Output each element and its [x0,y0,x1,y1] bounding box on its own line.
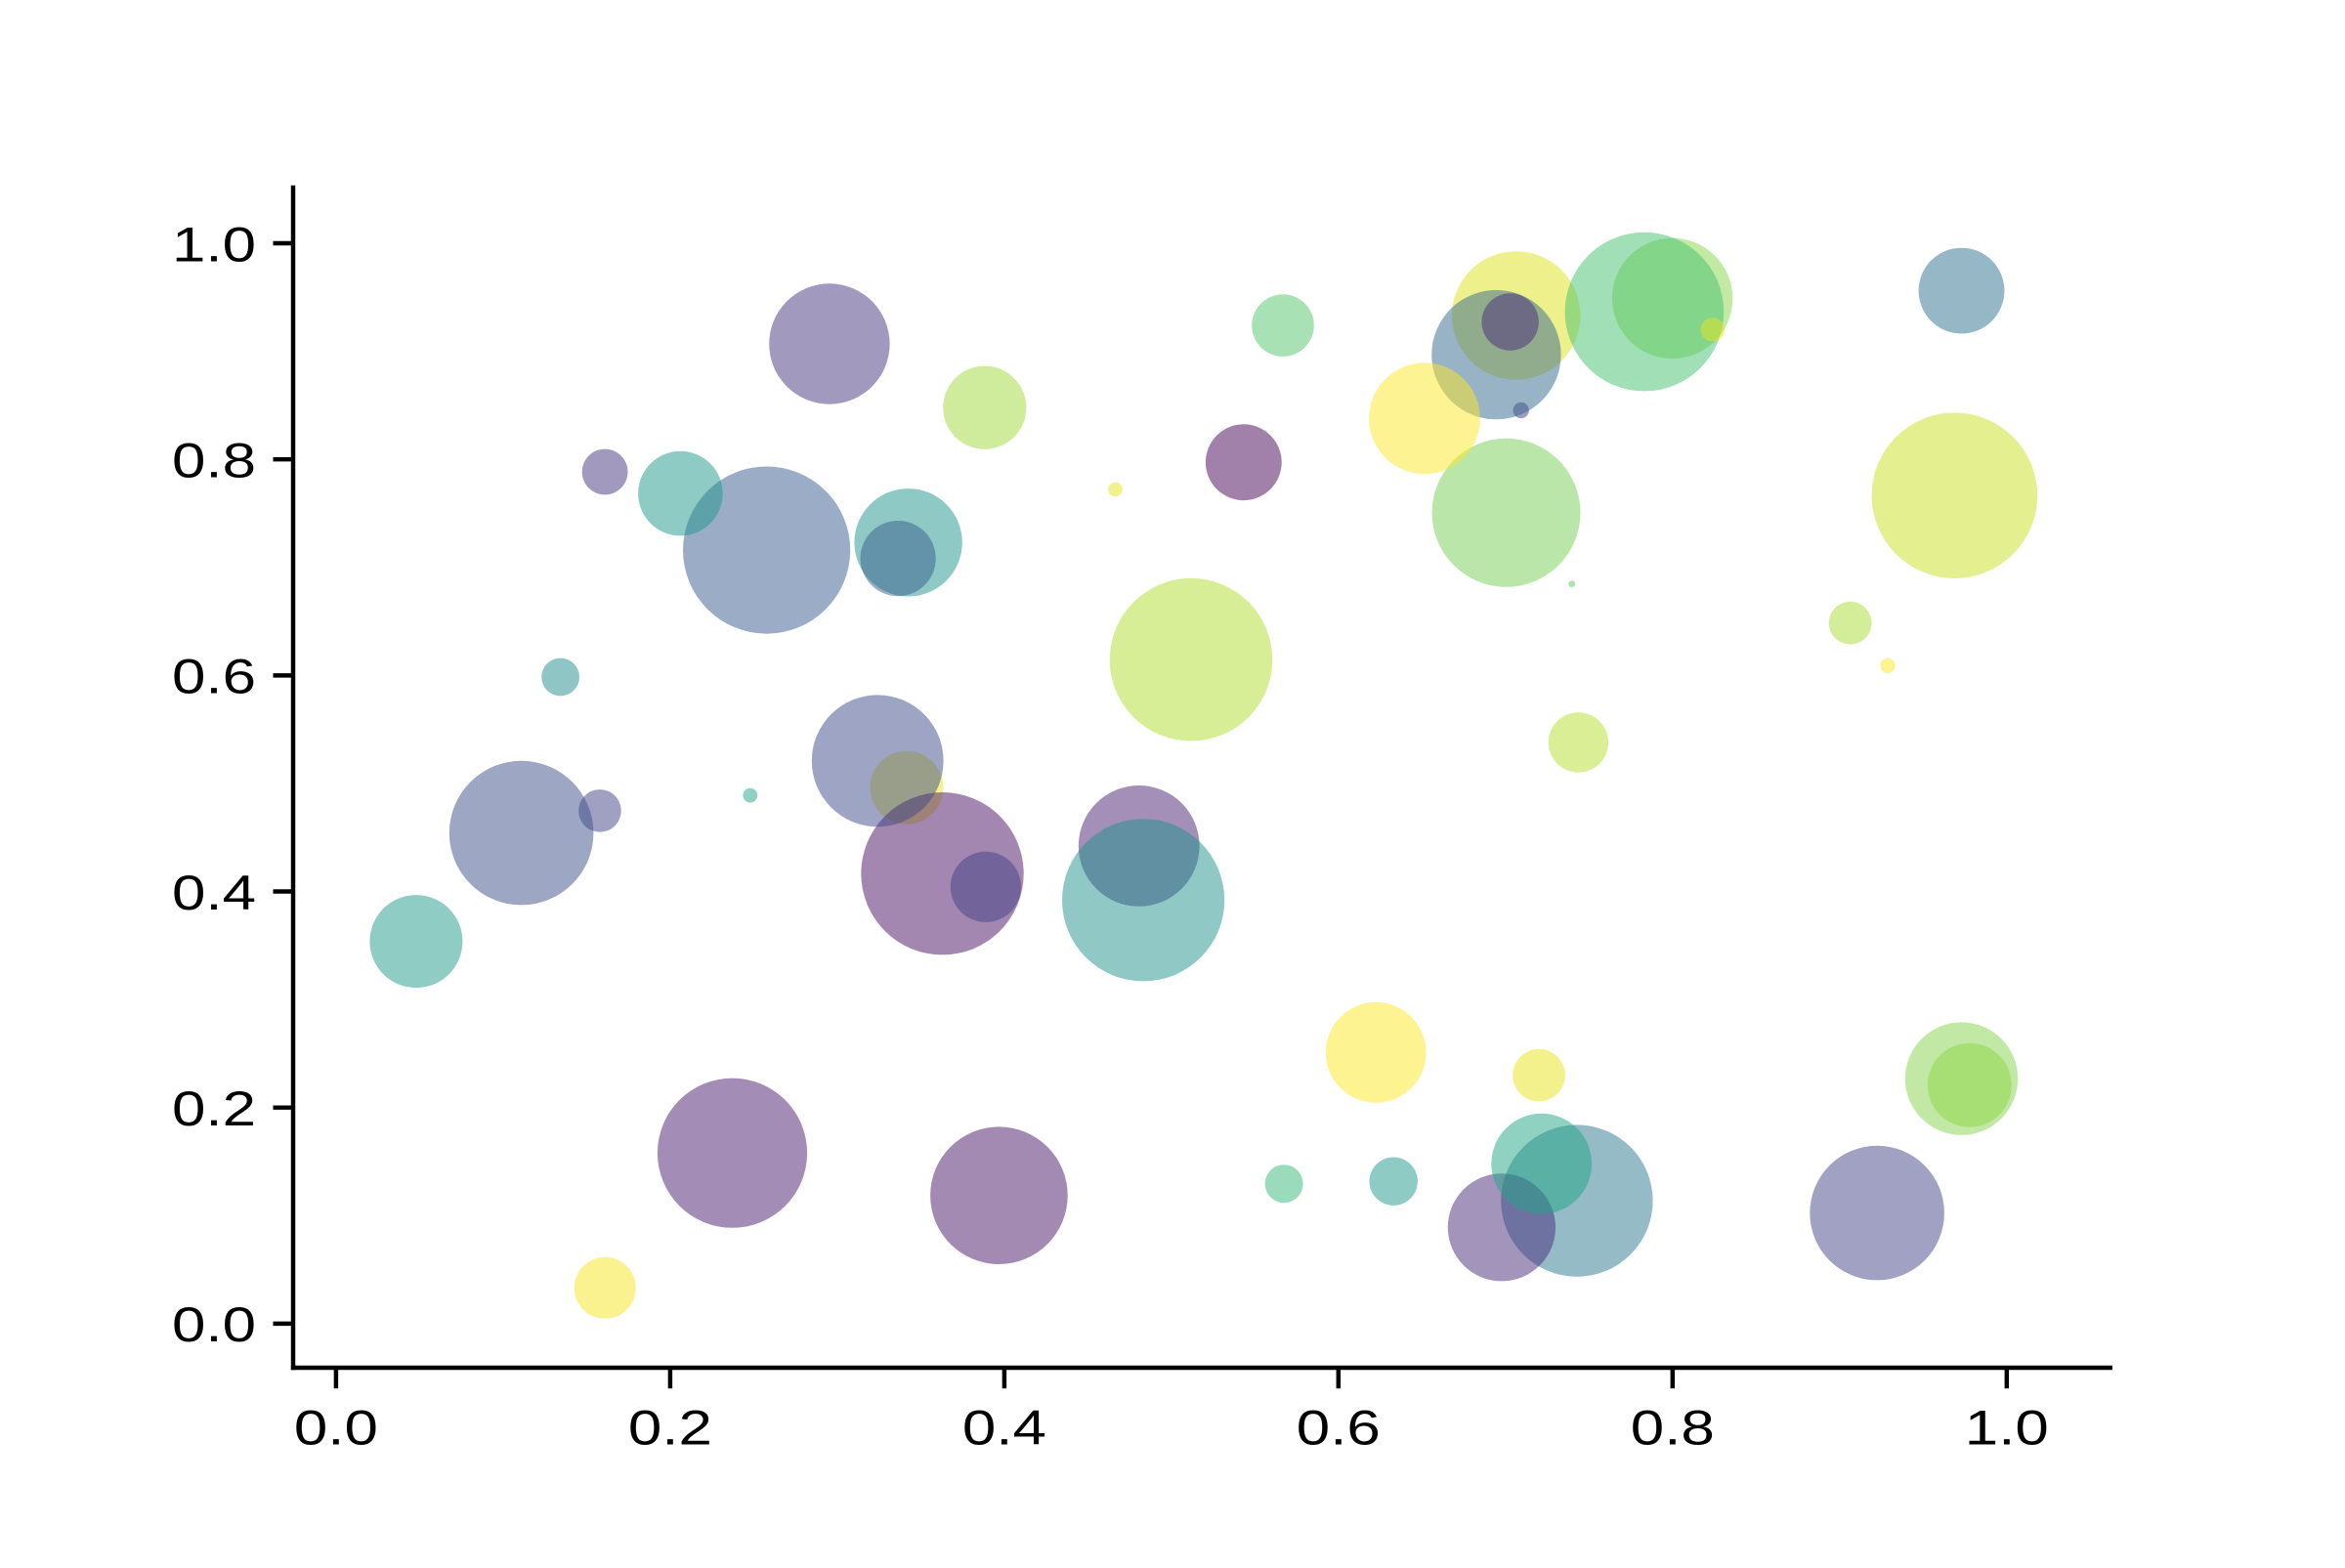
svg-text:1.0: 1.0 [1965,1400,2049,1455]
svg-text:0.4: 0.4 [962,1400,1046,1455]
svg-text:0.8: 0.8 [1631,1400,1715,1455]
svg-text:0.6: 0.6 [172,650,256,704]
svg-text:0.4: 0.4 [172,866,256,920]
svg-text:1.0: 1.0 [172,217,256,272]
svg-text:0.8: 0.8 [172,434,256,488]
svg-text:0.0: 0.0 [172,1297,256,1352]
svg-text:0.2: 0.2 [628,1400,712,1455]
svg-text:0.2: 0.2 [172,1081,256,1136]
svg-text:0.0: 0.0 [294,1400,378,1455]
svg-text:0.6: 0.6 [1297,1400,1381,1455]
